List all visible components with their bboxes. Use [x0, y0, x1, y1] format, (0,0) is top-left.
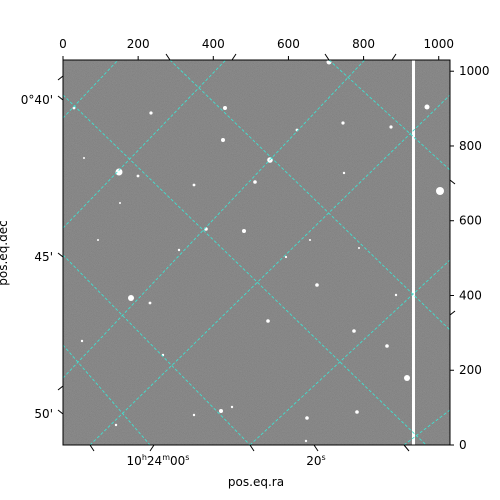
- star: [97, 239, 99, 241]
- star: [119, 202, 121, 204]
- y-axis-label: pos.eq.dec: [0, 220, 10, 285]
- grid-line: [63, 60, 119, 119]
- right-tick-label: 800: [459, 139, 482, 153]
- right-tick-label: 400: [459, 288, 482, 302]
- star: [192, 413, 196, 417]
- star: [72, 106, 76, 110]
- star: [219, 409, 223, 413]
- top-tick-label: 400: [202, 37, 225, 51]
- dec-tick-label-2: 45': [34, 250, 53, 264]
- star: [114, 423, 118, 427]
- star: [253, 180, 257, 184]
- dec-tick-label-1: 0°40': [21, 93, 53, 107]
- star: [304, 439, 308, 443]
- star: [342, 171, 346, 175]
- star: [436, 187, 444, 195]
- top-tick-label: 1000: [423, 37, 454, 51]
- right-pixel-axis: 0 200 400 600 800 1000: [450, 64, 490, 452]
- star: [192, 183, 196, 187]
- star: [284, 255, 288, 259]
- grid-line: [328, 60, 450, 171]
- grid-line: [63, 94, 427, 445]
- coordinate-grid: [63, 60, 450, 445]
- star: [148, 301, 152, 305]
- ra-axis: 10h24m00s 20s: [89, 444, 410, 468]
- star: [424, 104, 430, 110]
- star: [394, 293, 398, 297]
- star: [242, 229, 246, 233]
- dec-tick-label-3: 50': [34, 407, 53, 421]
- star: [389, 125, 393, 129]
- top-tick-label: 600: [277, 37, 300, 51]
- star: [385, 344, 389, 348]
- grid-line: [249, 259, 450, 445]
- plot-frame: [62, 59, 451, 446]
- star: [136, 174, 140, 178]
- saturation-trail: [412, 60, 415, 445]
- star: [230, 405, 234, 409]
- grid-line: [63, 344, 151, 445]
- star: [355, 410, 359, 414]
- star: [149, 111, 153, 115]
- star: [309, 239, 311, 241]
- grid-line: [63, 60, 366, 379]
- top-tick-label: 200: [127, 37, 150, 51]
- top-pixel-axis: 0 200 400 600 800 1000: [59, 37, 454, 60]
- right-tick-label: 0: [459, 438, 467, 452]
- right-tick-label: 600: [459, 214, 482, 228]
- star: [341, 121, 345, 125]
- star: [223, 106, 227, 110]
- ra-tick-label-1: 10h24m00s: [127, 453, 190, 468]
- star: [177, 248, 181, 252]
- star: [266, 319, 270, 323]
- grid-line: [89, 94, 450, 445]
- grid-line: [63, 254, 251, 445]
- right-tick-label: 200: [459, 363, 482, 377]
- star: [83, 157, 85, 159]
- star: [128, 295, 134, 301]
- star: [352, 329, 356, 333]
- sky-image: [63, 60, 450, 445]
- top-tick-label: 0: [59, 37, 67, 51]
- star: [305, 416, 309, 420]
- grid-line: [63, 60, 227, 229]
- star: [80, 339, 84, 343]
- star: [315, 283, 319, 287]
- star: [115, 168, 123, 176]
- top-tick-label: 800: [352, 37, 375, 51]
- right-tick-label: 1000: [459, 64, 490, 78]
- ra-tick-label-2: 20s: [306, 453, 325, 468]
- star: [404, 375, 410, 381]
- dec-axis: 0°40' 45' 50': [21, 75, 64, 421]
- x-axis-label: pos.eq.ra: [228, 475, 284, 489]
- star: [221, 138, 225, 142]
- star: [358, 247, 360, 249]
- top-world-ticks: [165, 53, 397, 61]
- right-world-ticks: [449, 179, 456, 316]
